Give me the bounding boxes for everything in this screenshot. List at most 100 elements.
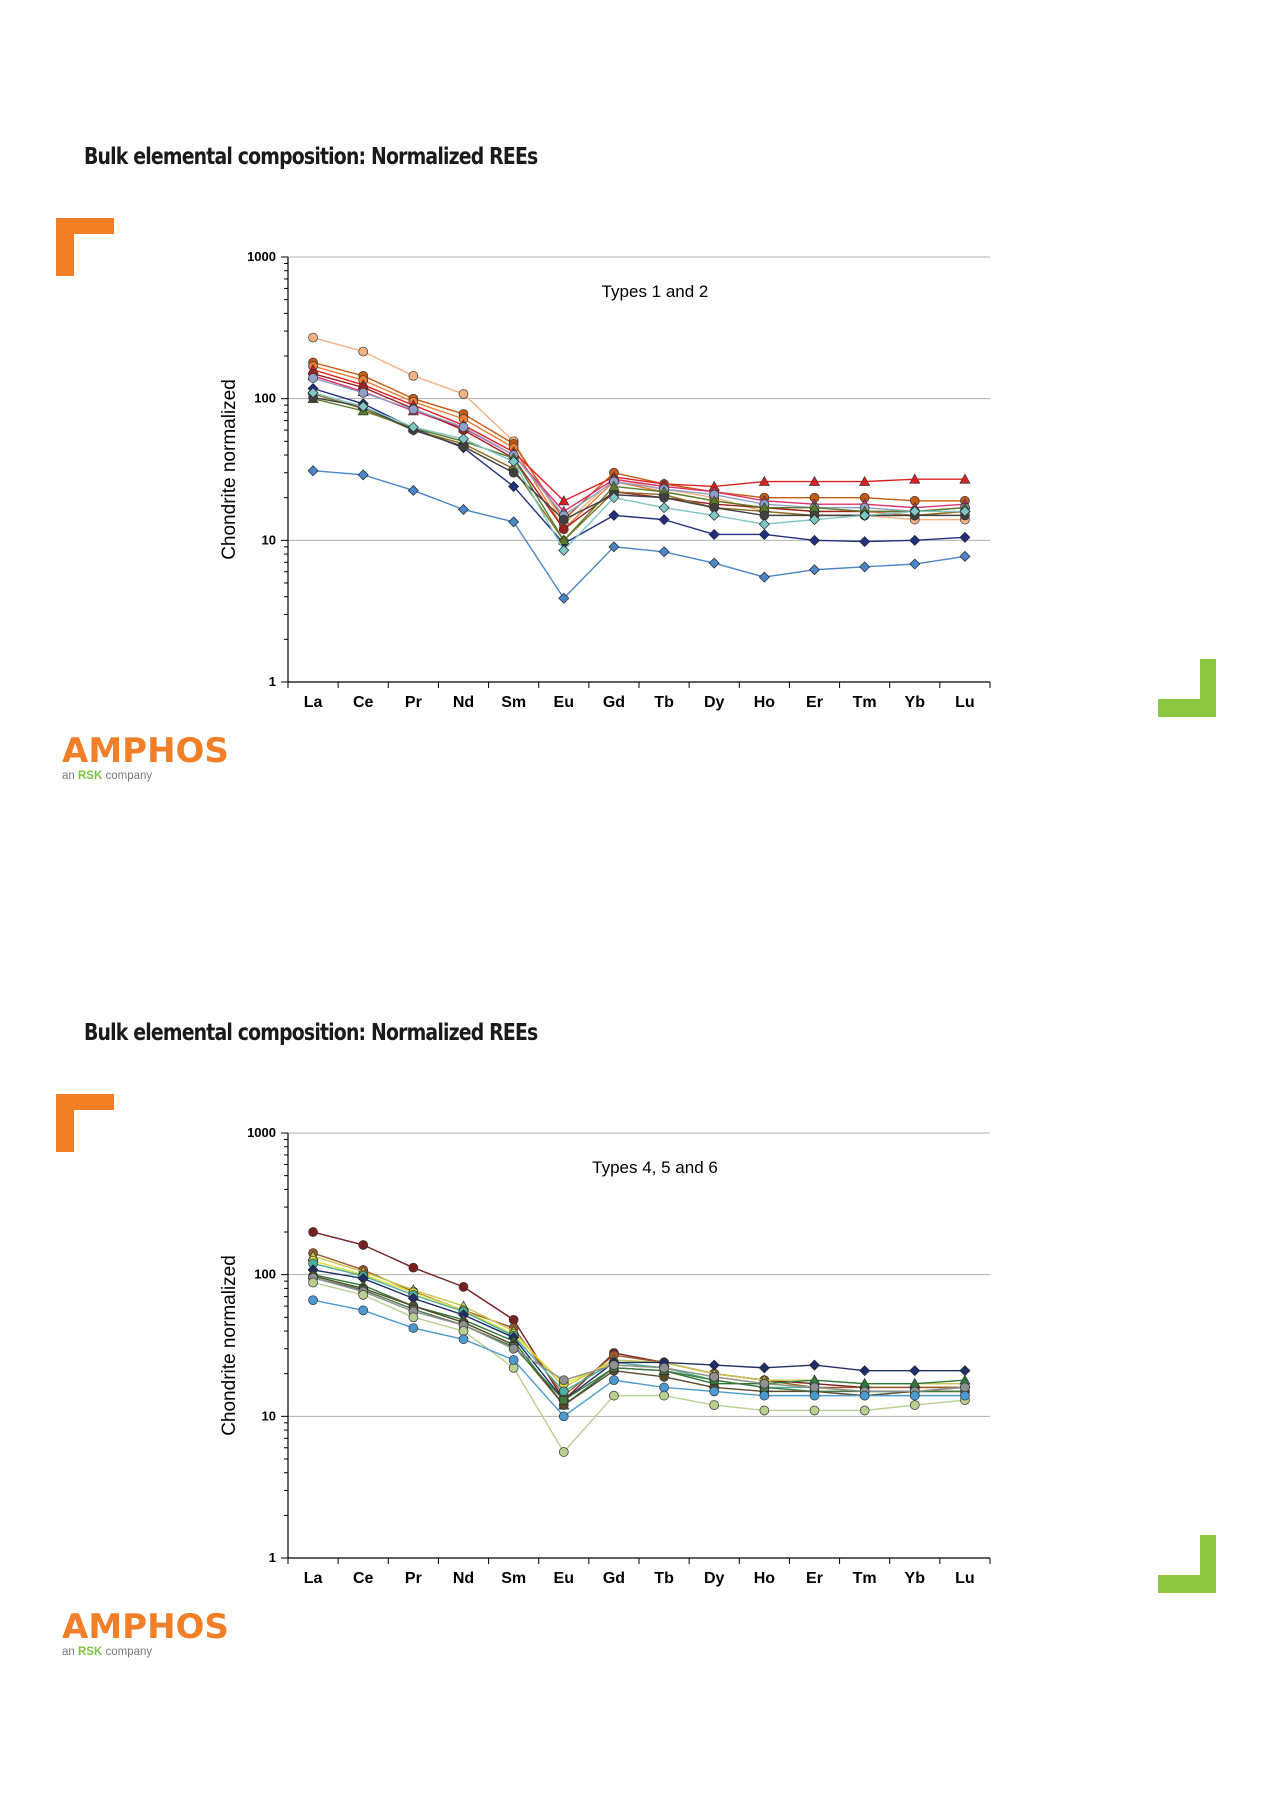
data-point [960, 1382, 970, 1393]
data-point [809, 534, 820, 546]
series-10 [308, 1272, 970, 1397]
x-tick-label: Tb [654, 694, 674, 711]
data-point [458, 1334, 469, 1345]
x-tick-label: Ce [353, 1570, 374, 1587]
data-point [708, 528, 720, 540]
data-point [608, 492, 620, 504]
data-point [809, 1405, 820, 1416]
y-tick-label: 1000 [247, 1125, 276, 1140]
x-tick-label: Nd [453, 1570, 474, 1587]
series-line [312, 377, 965, 517]
data-point [909, 558, 921, 570]
data-point [859, 475, 871, 486]
data-point [558, 1447, 569, 1457]
slide-title: Bulk elemental composition: Normalized R… [84, 1020, 538, 1046]
data-point [508, 1343, 519, 1354]
data-point [609, 1375, 619, 1386]
data-point [408, 1323, 419, 1333]
data-point [909, 1365, 921, 1377]
y-tick-label: 1 [269, 1550, 276, 1565]
data-point [759, 510, 770, 521]
series-13 [307, 465, 971, 604]
data-point [709, 1371, 720, 1382]
data-point [709, 1386, 720, 1397]
x-tick-label: Pr [405, 694, 422, 711]
data-point [808, 475, 821, 486]
data-point [809, 514, 820, 526]
series-2 [308, 1248, 970, 1401]
data-point [458, 433, 469, 445]
data-point [759, 1390, 770, 1401]
data-point [659, 1362, 669, 1373]
data-point [659, 1390, 669, 1401]
y-tick-label: 100 [254, 1267, 276, 1282]
series-5 [308, 1258, 970, 1397]
series-line [312, 387, 965, 545]
data-point [358, 387, 369, 398]
data-point [959, 531, 971, 543]
data-point [608, 509, 620, 521]
data-point [959, 550, 971, 562]
data-point [358, 1240, 369, 1250]
y-tick-label: 1 [269, 674, 276, 689]
data-point [758, 475, 770, 486]
series-1 [308, 332, 970, 530]
series-9 [307, 388, 971, 546]
series-line [312, 361, 965, 521]
orange-corner-icon [56, 218, 114, 276]
data-point [659, 1382, 669, 1393]
data-point [558, 495, 570, 506]
data-point [859, 536, 871, 548]
x-tick-label: Pr [405, 1570, 422, 1587]
data-point [408, 1312, 419, 1323]
y-axis-label: Chondrite normalized [219, 379, 240, 560]
data-point [558, 1386, 569, 1397]
amphos-logo: AMPHOS an RSK company [62, 1610, 229, 1659]
series-12 [308, 1295, 970, 1422]
x-tick-label: Eu [554, 694, 574, 711]
series-line [312, 392, 965, 552]
series-line [312, 397, 965, 542]
y-tick-label: 10 [262, 1408, 276, 1423]
data-point [408, 404, 419, 415]
data-point [659, 492, 669, 503]
data-point [909, 1390, 920, 1401]
x-tick-label: Tm [853, 694, 877, 711]
data-point [558, 1411, 569, 1422]
data-point [909, 473, 921, 484]
data-point [859, 1405, 870, 1416]
logo-tagline: an RSK company [62, 1646, 153, 1658]
data-point [357, 401, 369, 413]
data-point [708, 557, 720, 569]
data-point [758, 1362, 770, 1374]
data-point [809, 564, 820, 576]
series-line [312, 369, 965, 502]
data-point [407, 484, 419, 496]
data-point [558, 524, 569, 534]
data-point [458, 1326, 469, 1336]
x-tick-label: Yb [905, 694, 926, 711]
data-point [508, 1314, 519, 1325]
data-point [558, 1375, 569, 1386]
data-point [408, 1262, 419, 1273]
logo-name: AMPHOS [62, 731, 229, 771]
data-point [458, 504, 469, 516]
data-point [758, 571, 770, 583]
data-point [407, 421, 419, 433]
x-tick-label: Er [806, 1570, 823, 1587]
slide-title: Bulk elemental composition: Normalized R… [84, 144, 538, 170]
x-tick-label: Eu [554, 1570, 574, 1587]
data-point [308, 332, 318, 343]
data-point [959, 473, 971, 484]
series-line [312, 1281, 965, 1453]
data-point [909, 1400, 920, 1410]
x-tick-label: Ho [754, 1570, 776, 1587]
x-tick-label: La [304, 694, 323, 711]
data-point [758, 528, 770, 540]
data-point [909, 505, 921, 517]
x-tick-label: Gd [603, 1570, 625, 1587]
orange-corner-icon [56, 1094, 114, 1152]
series-1 [308, 1227, 970, 1406]
series-line [312, 375, 965, 513]
x-tick-label: Ho [754, 694, 776, 711]
